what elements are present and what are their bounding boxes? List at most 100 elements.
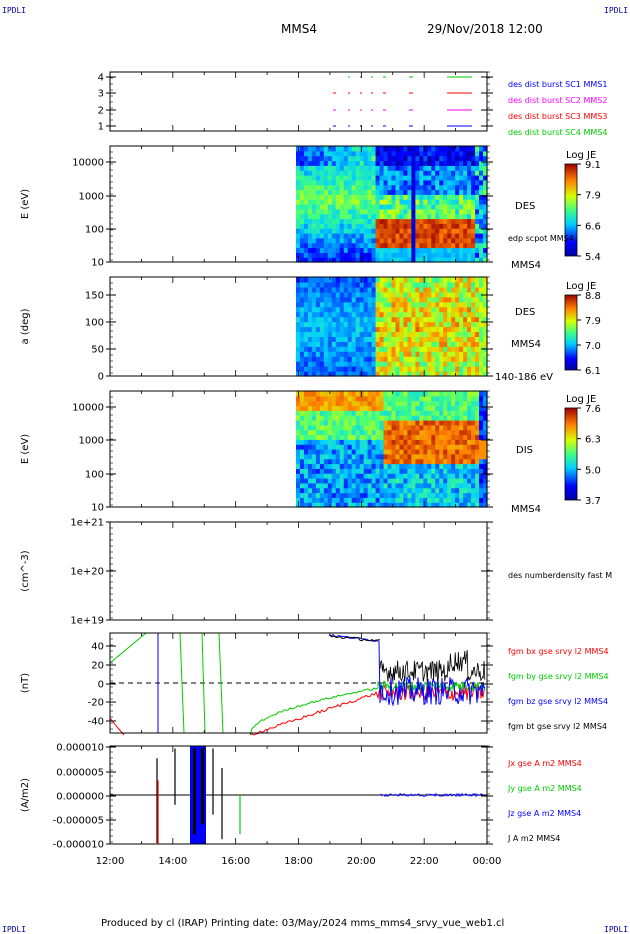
heatmap-cell-dis_energy <box>419 420 424 426</box>
heatmap-cell-des_energy <box>299 160 305 166</box>
heatmap-cell-dis_energy <box>347 478 353 484</box>
heatmap-cell-des_energy <box>459 146 464 152</box>
heatmap-cell-dis_energy <box>475 463 480 469</box>
heatmap-cell-des_energy <box>471 199 476 205</box>
heatmap-cell-des_pitch <box>399 336 405 342</box>
heatmap-cell-des_pitch <box>447 286 452 293</box>
heatmap-cell-des_energy <box>379 247 385 253</box>
heatmap-cell-dis_energy <box>363 468 369 474</box>
heatmap-cell-des_pitch <box>475 361 480 367</box>
heatmap-cell-dis_energy <box>359 502 365 508</box>
heatmap-cell-dis_energy <box>479 473 484 479</box>
heatmap-cell-des_pitch <box>375 356 381 362</box>
heatmap-cell-des_energy <box>471 257 476 263</box>
heatmap-cell-dis_energy <box>387 487 393 494</box>
heatmap-cell-des_pitch <box>471 277 476 283</box>
heatmap-cell-des_energy <box>423 175 428 181</box>
heatmap-cell-des_energy <box>483 247 488 253</box>
heatmap-cell-dis_energy <box>299 415 305 421</box>
y-tick-label-burst: 2 <box>98 106 104 117</box>
heatmap-cell-des_energy <box>475 150 480 157</box>
heatmap-cell-des_energy <box>451 165 456 171</box>
heatmap-cell-des_pitch <box>355 366 361 372</box>
heatmap-cell-dis_energy <box>427 502 432 508</box>
heatmap-cell-des_energy <box>483 184 488 191</box>
heatmap-cell-des_pitch <box>367 361 373 367</box>
heatmap-cell-des_pitch <box>399 356 405 362</box>
heatmap-cell-des_pitch <box>419 301 424 308</box>
heatmap-cell-des_pitch <box>419 277 424 283</box>
heatmap-cell-des_energy <box>391 194 397 200</box>
heatmap-cell-des_energy <box>387 213 393 220</box>
heatmap-cell-dis_energy <box>415 410 420 416</box>
heatmap-cell-des_energy <box>335 237 341 244</box>
heatmap-cell-des_energy <box>339 189 345 195</box>
heatmap-cell-dis_energy <box>459 410 464 416</box>
heatmap-cell-dis_energy <box>371 502 377 508</box>
heatmap-cell-des_pitch <box>395 316 401 323</box>
heatmap-cell-dis_energy <box>327 468 333 474</box>
heatmap-cell-dis_energy <box>339 449 345 455</box>
heatmap-cell-dis_energy <box>447 400 452 407</box>
heatmap-cell-des_pitch <box>431 311 436 318</box>
heatmap-cell-des_energy <box>391 155 397 162</box>
heatmap-cell-des_pitch <box>471 306 476 313</box>
heatmap-cell-des_pitch <box>435 277 440 283</box>
heatmap-cell-des_pitch <box>379 336 385 342</box>
heatmap-cell-dis_energy <box>439 420 444 426</box>
heatmap-cell-des_energy <box>427 179 432 186</box>
heatmap-cell-des_pitch <box>367 346 373 352</box>
heatmap-cell-dis_energy <box>419 391 424 397</box>
heatmap-cell-dis_energy <box>367 463 373 469</box>
heatmap-cell-des_energy <box>455 228 460 234</box>
heatmap-cell-des_pitch <box>395 351 401 357</box>
heatmap-cell-des_pitch <box>379 281 385 288</box>
heatmap-cell-des_pitch <box>303 331 309 337</box>
heatmap-cell-des_pitch <box>387 326 393 333</box>
heatmap-cell-dis_energy <box>359 405 365 411</box>
heatmap-cell-des_pitch <box>296 341 301 347</box>
heatmap-cell-des_pitch <box>359 316 365 323</box>
heatmap-cell-des_energy <box>367 252 373 258</box>
heatmap-cell-des_energy <box>383 213 389 220</box>
heatmap-cell-des_energy <box>475 194 480 200</box>
heatmap-cell-dis_energy <box>427 478 432 484</box>
heatmap-cell-dis_energy <box>315 405 321 411</box>
heatmap-cell-dis_energy <box>327 453 333 460</box>
heatmap-cell-des_energy <box>379 223 385 229</box>
heatmap-cell-dis_energy <box>351 429 357 436</box>
heatmap-cell-dis_energy <box>443 391 448 397</box>
x-tick-label: 18:00 <box>284 856 313 867</box>
heatmap-cell-dis_energy <box>483 473 488 479</box>
heatmap-cell-dis_energy <box>387 497 393 503</box>
heatmap-cell-dis_energy <box>451 492 456 498</box>
heatmap-cell-dis_energy <box>471 424 476 431</box>
heatmap-cell-des_pitch <box>455 346 460 352</box>
heatmap-cell-des_pitch <box>475 371 480 377</box>
heatmap-cell-dis_energy <box>431 468 436 474</box>
heatmap-cell-des_energy <box>439 213 444 220</box>
heatmap-cell-des_energy <box>391 150 397 157</box>
heatmap-cell-des_energy <box>331 199 337 205</box>
heatmap-cell-des_energy <box>335 233 341 239</box>
heatmap-cell-dis_energy <box>419 458 424 465</box>
heatmap-cell-dis_energy <box>347 449 353 455</box>
heatmap-cell-des_energy <box>463 237 468 244</box>
heatmap-cell-des_energy <box>475 170 480 176</box>
heatmap-cell-dis_energy <box>455 487 460 494</box>
heatmap-cell-des_energy <box>371 242 377 249</box>
heatmap-cell-des_energy <box>343 160 349 166</box>
heatmap-cell-des_pitch <box>415 291 420 298</box>
heatmap-cell-des_pitch <box>311 371 317 377</box>
heatmap-cell-des_pitch <box>339 291 345 298</box>
heatmap-cell-des_energy <box>355 228 361 234</box>
heatmap-cell-des_pitch <box>311 296 317 303</box>
heatmap-cell-dis_energy <box>335 468 341 474</box>
heatmap-cell-des_energy <box>363 175 369 181</box>
heatmap-cell-des_pitch <box>363 277 369 283</box>
heatmap-cell-des_pitch <box>299 366 305 372</box>
heatmap-cell-dis_energy <box>463 391 468 397</box>
heatmap-cell-dis_energy <box>307 420 313 426</box>
heatmap-cell-dis_energy <box>299 410 305 416</box>
y-tick-label-density: 1e+20 <box>70 567 104 578</box>
